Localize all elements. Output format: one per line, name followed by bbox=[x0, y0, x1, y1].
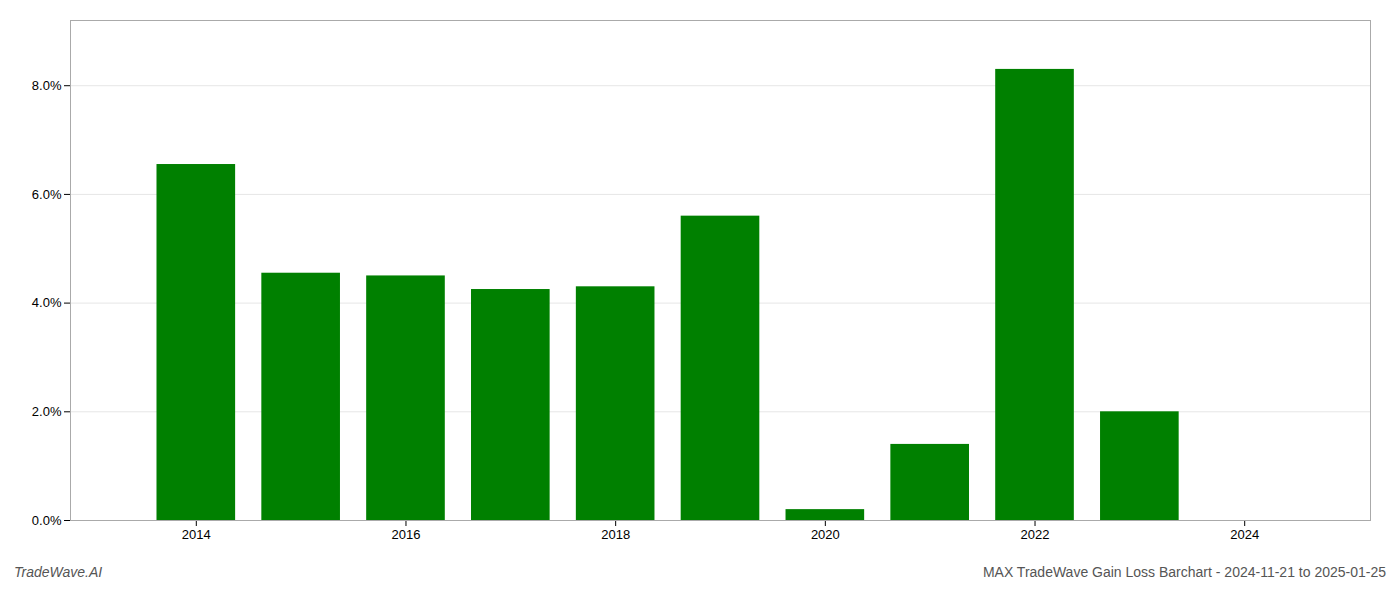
html-text:MAX TradeWave Gain Loss Barcha: MAX TradeWave Gain Loss Barchart - 2024-… bbox=[982, 564, 1386, 580]
svg-text:6.0%: 6.0% bbox=[32, 187, 62, 202]
svg-text:2024: 2024 bbox=[1230, 527, 1259, 542]
svg-text:4.0%: 4.0% bbox=[32, 295, 62, 310]
svg-text:2.0%: 2.0% bbox=[32, 404, 62, 419]
svg-text:2020: 2020 bbox=[811, 527, 840, 542]
svg-text:0.0%: 0.0% bbox=[32, 513, 62, 528]
html-text:TradeWave.AI: TradeWave.AI bbox=[14, 564, 103, 580]
svg-text:2018: 2018 bbox=[601, 527, 630, 542]
svg-text:8.0%: 8.0% bbox=[32, 78, 62, 93]
svg-text:2014: 2014 bbox=[182, 527, 211, 542]
svg-text:2016: 2016 bbox=[392, 527, 421, 542]
svg-text:2022: 2022 bbox=[1021, 527, 1050, 542]
